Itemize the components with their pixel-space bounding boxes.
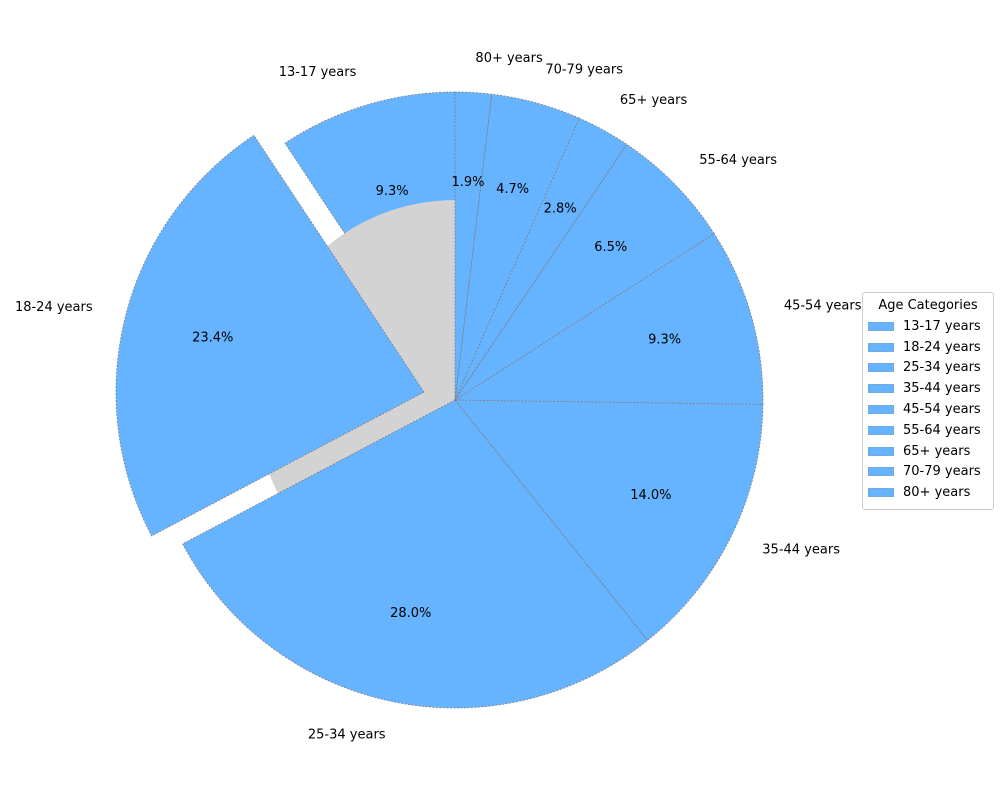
slice-35-44-years <box>454 399 764 641</box>
legend-item: 25-34 years <box>863 358 993 379</box>
percent-label: 14.0% <box>630 488 671 503</box>
slice-18-24-years <box>115 134 425 537</box>
slice-55-64-years <box>454 143 715 401</box>
legend-item: 45-54 years <box>863 399 993 420</box>
legend-label: 45-54 years <box>903 402 981 418</box>
slice-label: 45-54 years <box>784 299 862 314</box>
legend-swatch <box>868 405 894 415</box>
legend-swatch <box>868 342 894 352</box>
slice-45-54-years <box>453 233 764 405</box>
legend-swatch <box>868 321 894 331</box>
slice-label: 80+ years <box>475 51 543 66</box>
legend-swatch <box>868 467 894 477</box>
percent-label: 9.3% <box>376 184 409 199</box>
legend-title: Age Categories <box>878 298 978 313</box>
legend-label: 13-17 years <box>903 318 981 334</box>
slice-label: 18-24 years <box>15 300 93 315</box>
legend-label: 18-24 years <box>903 339 981 355</box>
percent-label: 28.0% <box>390 606 431 621</box>
slice-label: 25-34 years <box>308 727 386 742</box>
legend-item: 55-64 years <box>863 420 993 441</box>
legend-item: 80+ years <box>863 482 993 503</box>
slice-label: 55-64 years <box>699 153 777 168</box>
legend-label: 55-64 years <box>903 422 981 438</box>
legend-label: 80+ years <box>903 485 971 501</box>
legend-label: 35-44 years <box>903 381 981 397</box>
slice-label: 70-79 years <box>545 63 623 78</box>
legend-item: 18-24 years <box>863 337 993 358</box>
slice-25-34-years <box>182 399 649 709</box>
slice-label: 13-17 years <box>279 65 357 80</box>
percent-label: 23.4% <box>192 331 233 346</box>
percent-label: 4.7% <box>496 182 529 197</box>
legend: Age Categories 13-17 years 18-24 years 25-… <box>862 292 994 511</box>
legend-swatch <box>868 425 894 435</box>
legend-swatch <box>868 384 894 394</box>
slice-65-years <box>454 117 628 401</box>
slice-80-years <box>454 91 493 401</box>
legend-label: 25-34 years <box>903 360 981 376</box>
legend-swatch <box>868 446 894 456</box>
legend-swatch <box>868 363 894 373</box>
slice-label: 35-44 years <box>762 543 840 558</box>
percent-label: 9.3% <box>648 333 681 348</box>
legend-item: 65+ years <box>863 441 993 462</box>
percent-label: 6.5% <box>594 240 627 255</box>
percent-label: 1.9% <box>452 175 485 190</box>
percent-label: 2.8% <box>544 202 577 217</box>
slice-label: 65+ years <box>620 93 688 108</box>
legend-label: 70-79 years <box>903 464 981 480</box>
legend-item: 13-17 years <box>863 316 993 337</box>
legend-item: 70-79 years <box>863 462 993 483</box>
legend-item: 35-44 years <box>863 378 993 399</box>
slice-70-79-years <box>454 93 580 401</box>
legend-label: 65+ years <box>903 443 971 459</box>
legend-swatch <box>868 488 894 498</box>
